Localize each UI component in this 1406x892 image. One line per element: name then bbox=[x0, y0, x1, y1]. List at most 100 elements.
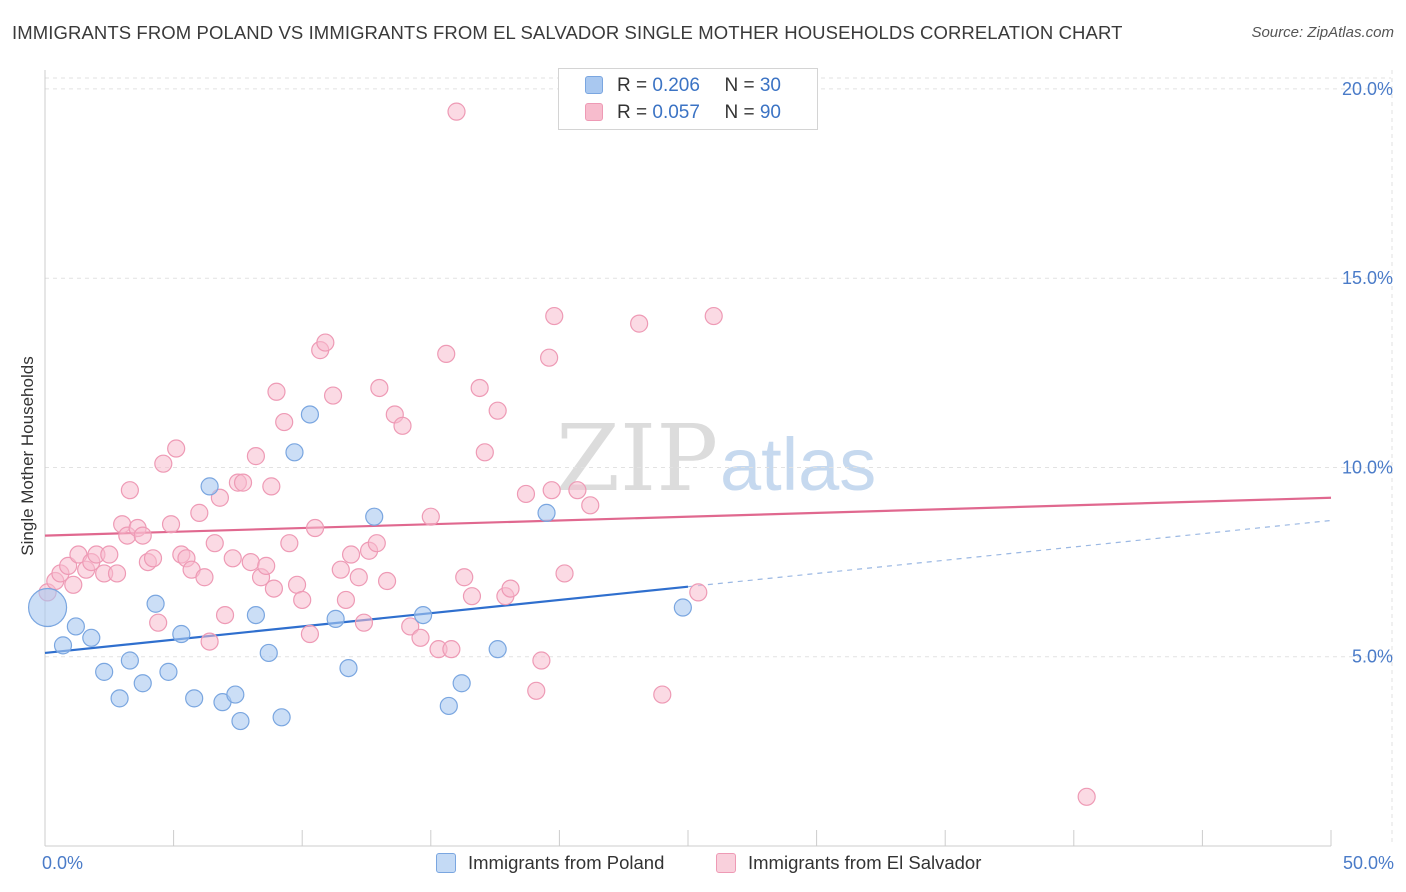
poland-point bbox=[27, 587, 68, 628]
poland-points bbox=[27, 405, 692, 731]
y-tick-label-5: 5.0% bbox=[1352, 647, 1393, 667]
elsalvador-point bbox=[704, 306, 723, 326]
elsalvador-point bbox=[542, 481, 561, 500]
elsalvador-point bbox=[293, 590, 312, 610]
elsalvador-point bbox=[447, 102, 466, 121]
poland-point bbox=[172, 624, 191, 644]
bottom-legend-poland: Immigrants from Poland bbox=[436, 852, 664, 874]
y-axis-label: Single Mother Households bbox=[18, 356, 37, 556]
elsalvador-point bbox=[349, 568, 368, 587]
poland-point bbox=[246, 605, 266, 625]
elsalvador-point bbox=[442, 640, 461, 659]
poland-trend-extension bbox=[687, 519, 1332, 588]
y-tick-label-20: 20.0% bbox=[1342, 79, 1393, 99]
chart-title: IMMIGRANTS FROM POLAND VS IMMIGRANTS FRO… bbox=[12, 22, 1123, 43]
elsalvador-point bbox=[316, 333, 335, 352]
elsalvador-point bbox=[190, 503, 209, 522]
elsalvador-point bbox=[488, 401, 507, 420]
zipatlas-watermark: ZIP atlas bbox=[556, 405, 876, 512]
elsalvador-point bbox=[540, 348, 559, 367]
poland-point bbox=[120, 651, 139, 670]
elsalvador-point bbox=[393, 416, 412, 435]
poland-point bbox=[413, 605, 433, 625]
elsalvador-point bbox=[370, 378, 389, 398]
poland-point bbox=[339, 658, 358, 678]
poland-point bbox=[231, 711, 250, 731]
elsalvador-points bbox=[38, 102, 1096, 806]
watermark-atlas: atlas bbox=[720, 423, 876, 506]
elsalvador-point bbox=[300, 624, 320, 644]
bottom-legend-label-poland: Immigrants from Poland bbox=[468, 852, 665, 873]
poland-point bbox=[185, 689, 204, 708]
elsalvador-point bbox=[653, 685, 672, 704]
elsalvador-point bbox=[555, 564, 574, 583]
legend-elsalvador-n-value: 90 bbox=[759, 102, 781, 123]
elsalvador-point bbox=[210, 488, 229, 507]
source-label: Source: ZipAtlas.com bbox=[1251, 24, 1394, 41]
elsalvador-point bbox=[545, 306, 564, 326]
elsalvador-point bbox=[100, 545, 119, 564]
elsalvador-point bbox=[331, 560, 350, 579]
elsalvador-point bbox=[287, 575, 307, 594]
elsalvador-point bbox=[264, 579, 284, 598]
poland-point bbox=[439, 696, 458, 716]
poland-point bbox=[488, 640, 507, 659]
poland-point bbox=[133, 674, 152, 693]
bottom-legend-swatch-elsalvador bbox=[716, 853, 736, 873]
elsalvador-point bbox=[462, 587, 482, 606]
elsalvador-point bbox=[532, 651, 551, 670]
elsalvador-point bbox=[470, 378, 489, 398]
elsalvador-point bbox=[246, 447, 266, 466]
poland-point bbox=[82, 628, 101, 647]
elsalvador-point bbox=[200, 632, 219, 651]
elsalvador-point bbox=[367, 534, 386, 553]
elsalvador-point bbox=[154, 454, 173, 473]
elsalvador-trend-line bbox=[44, 496, 1332, 537]
legend-swatch-poland bbox=[585, 76, 603, 94]
elsalvador-point bbox=[195, 568, 214, 587]
elsalvador-point bbox=[1077, 787, 1096, 806]
legend-poland-r-label: R = bbox=[617, 75, 653, 96]
legend-poland-n-label: N = bbox=[724, 75, 760, 96]
elsalvador-point bbox=[167, 439, 186, 458]
elsalvador-point bbox=[421, 507, 440, 526]
x-tick-label-max: 50.0% bbox=[1342, 853, 1394, 873]
elsalvador-point bbox=[223, 549, 242, 568]
poland-point bbox=[259, 643, 278, 663]
elsalvador-point bbox=[257, 556, 276, 575]
elsalvador-point bbox=[341, 545, 361, 564]
x-tick-marks bbox=[44, 830, 1332, 846]
y-tick-label-10: 10.0% bbox=[1342, 457, 1393, 477]
poland-point bbox=[95, 662, 114, 681]
poland-point bbox=[300, 405, 320, 424]
legend-swatch-elsalvador bbox=[585, 103, 603, 121]
elsalvador-point bbox=[323, 386, 343, 405]
poland-point bbox=[146, 594, 165, 613]
elsalvador-point bbox=[161, 515, 181, 534]
correlation-legend: R = 0.206 N = 30 R = 0.057 N = 90 bbox=[558, 68, 818, 130]
poland-point bbox=[66, 617, 85, 636]
poland-point bbox=[452, 674, 471, 693]
elsalvador-point bbox=[354, 613, 374, 632]
poland-point bbox=[537, 503, 556, 522]
poland-point bbox=[226, 685, 245, 704]
elsalvador-point bbox=[401, 617, 420, 636]
elsalvador-point bbox=[437, 344, 456, 364]
elsalvador-point bbox=[280, 534, 299, 553]
poland-point bbox=[159, 662, 178, 681]
poland-point bbox=[326, 609, 345, 628]
elsalvador-point bbox=[149, 613, 168, 632]
x-tick-label-min: 0.0% bbox=[42, 853, 84, 873]
poland-point bbox=[200, 477, 219, 496]
elsalvador-point bbox=[501, 579, 520, 598]
elsalvador-point bbox=[233, 473, 253, 492]
elsalvador-point bbox=[107, 564, 127, 583]
poland-point bbox=[673, 598, 692, 617]
elsalvador-point bbox=[527, 681, 546, 700]
trend-lines bbox=[44, 496, 1332, 655]
y-tick-labels: 5.0% 10.0% 15.0% 20.0% bbox=[1342, 79, 1393, 667]
elsalvador-point bbox=[205, 534, 224, 553]
legend-poland-r-value: 0.206 bbox=[652, 75, 700, 96]
elsalvador-point bbox=[215, 605, 235, 625]
